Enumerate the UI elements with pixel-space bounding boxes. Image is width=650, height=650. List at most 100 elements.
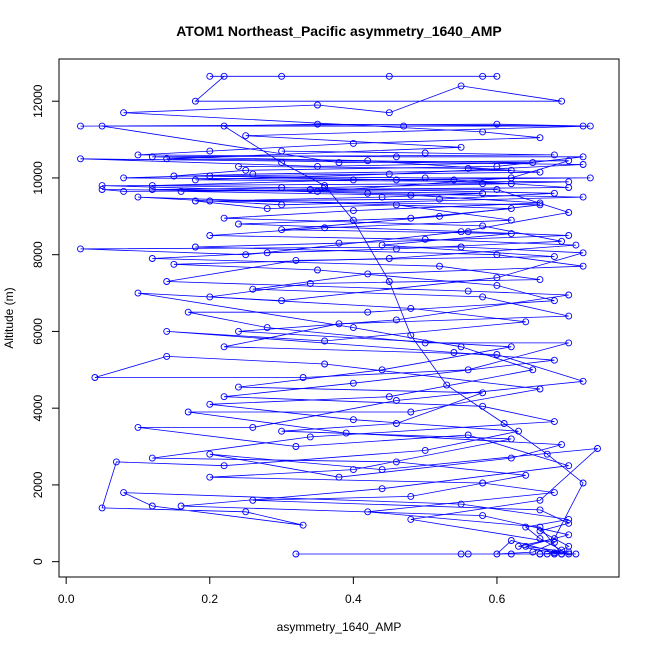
data-point	[163, 155, 171, 163]
data-point	[457, 550, 465, 558]
data-point	[278, 184, 286, 191]
data-point	[522, 318, 530, 326]
data-point	[321, 337, 329, 345]
data-point	[385, 109, 393, 117]
data-point	[407, 191, 415, 199]
data-point	[220, 462, 228, 470]
data-point	[522, 542, 530, 550]
data-point	[579, 262, 587, 270]
data-point	[479, 479, 487, 487]
data-point	[500, 420, 508, 427]
data-point	[364, 308, 372, 316]
data-point	[385, 72, 393, 80]
data-point	[536, 199, 544, 207]
data-point	[586, 174, 594, 182]
data-point	[134, 289, 142, 297]
data-point	[579, 153, 587, 161]
y-axis: 0 2000 4000 6000 8000 10000 12000	[31, 84, 60, 565]
data-point	[407, 492, 415, 500]
data-point	[493, 120, 501, 128]
data-point	[134, 151, 142, 159]
data-point	[579, 161, 587, 168]
data-point	[565, 291, 573, 299]
data-point	[364, 508, 372, 516]
data-point	[400, 122, 408, 130]
data-point	[392, 201, 400, 209]
data-point	[206, 172, 214, 180]
data-point	[184, 308, 192, 316]
data-point	[550, 151, 558, 159]
data-point	[572, 241, 580, 249]
data-point	[536, 523, 544, 531]
data-point	[464, 550, 472, 558]
data-point	[515, 427, 522, 435]
data-point	[148, 182, 156, 190]
data-point	[220, 214, 228, 222]
data-point	[464, 431, 472, 439]
data-point	[148, 454, 156, 462]
data-point	[134, 193, 142, 201]
data-point	[392, 153, 400, 161]
data-point	[507, 216, 515, 224]
data-point	[565, 232, 573, 239]
data-point	[529, 366, 537, 374]
data-point	[407, 214, 415, 222]
data-point	[206, 72, 214, 80]
data-point	[594, 445, 601, 452]
data-point	[464, 228, 472, 236]
data-point	[335, 239, 343, 247]
data-point	[536, 550, 544, 558]
data-point	[536, 496, 544, 504]
data-point	[335, 320, 343, 328]
data-point	[558, 546, 566, 554]
data-point	[507, 205, 515, 213]
data-point	[515, 542, 522, 550]
data-point	[163, 327, 171, 335]
data-point	[191, 197, 199, 205]
data-point	[586, 122, 594, 130]
data-point	[493, 251, 501, 259]
data-point	[450, 349, 458, 356]
data-point	[479, 180, 487, 188]
series-line-4	[123, 150, 570, 555]
data-point	[177, 187, 185, 195]
y-tick-label: 6000	[31, 318, 45, 345]
data-point	[493, 72, 501, 80]
data-point	[550, 535, 558, 543]
data-point	[378, 485, 386, 493]
data-point	[565, 312, 573, 320]
data-point	[242, 508, 250, 516]
data-point	[479, 402, 487, 410]
x-tick-label: 0.6	[489, 592, 506, 606]
data-point	[493, 186, 501, 193]
data-point	[98, 182, 106, 190]
data-point	[543, 550, 551, 558]
data-point	[493, 351, 501, 358]
data-point	[457, 82, 465, 90]
data-point	[579, 249, 587, 257]
data-point	[565, 519, 573, 527]
data-point	[349, 139, 357, 147]
data-point	[335, 473, 343, 481]
data-point	[507, 180, 515, 188]
data-point	[378, 466, 386, 474]
data-point	[443, 381, 451, 389]
data-point	[479, 389, 487, 397]
data-point	[536, 168, 544, 176]
data-point	[378, 241, 386, 249]
data-point	[493, 274, 501, 282]
data-point	[550, 253, 558, 261]
data-point	[278, 72, 286, 80]
x-tick-label: 0.2	[201, 592, 218, 606]
data-point	[565, 339, 573, 347]
data-point	[407, 408, 415, 416]
y-tick-label: 2000	[31, 471, 45, 498]
data-point	[299, 374, 307, 381]
data-point	[292, 550, 300, 558]
data-point	[421, 339, 429, 347]
data-point	[235, 220, 242, 228]
data-lines	[80, 75, 599, 555]
data-point	[436, 212, 443, 220]
data-point	[335, 159, 343, 167]
data-point	[450, 176, 458, 184]
